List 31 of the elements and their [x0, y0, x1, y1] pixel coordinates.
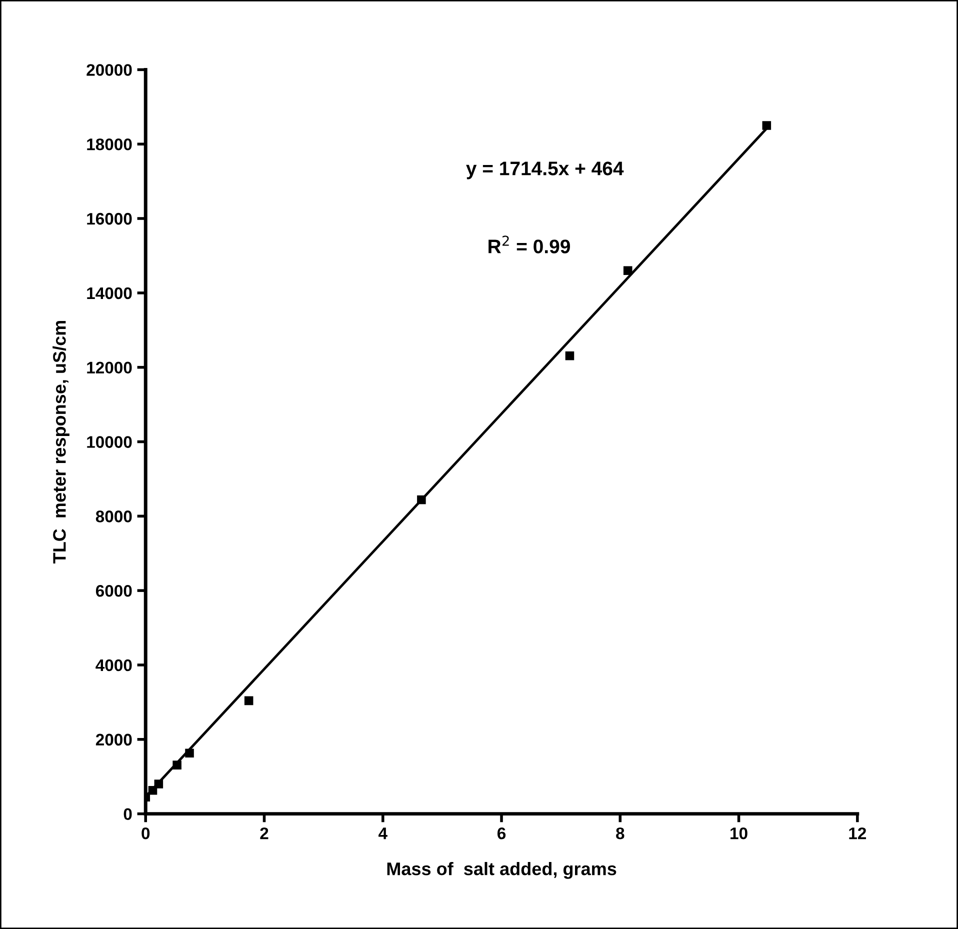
- y-tick-label: 8000: [96, 510, 132, 522]
- x-axis-title: Mass of salt added, grams: [387, 862, 616, 879]
- y-tick-label: 0: [124, 808, 132, 820]
- annotation: y = 1714.5x + 464: [466, 162, 624, 180]
- y-tick-label: 6000: [96, 584, 132, 597]
- point: [565, 351, 574, 360]
- point: [148, 786, 158, 795]
- y-tick-label: 20000: [86, 64, 132, 76]
- point: [417, 495, 426, 504]
- x-tick-label: 4: [378, 828, 388, 840]
- x-tick-label: 0: [142, 827, 150, 840]
- point: [172, 760, 182, 770]
- y-tick-label: 2000: [96, 734, 132, 746]
- point: [185, 748, 194, 758]
- x-tick-label: 10: [730, 827, 748, 840]
- y-axis-title: TLC meter response, uS/cm: [52, 320, 70, 564]
- x-tick-label: 2: [260, 827, 268, 840]
- y-tick-label: 16000: [87, 212, 132, 225]
- point: [244, 696, 254, 706]
- point: [762, 121, 772, 130]
- x-tick-label: 8: [616, 827, 624, 840]
- y-tick-label: 12000: [87, 362, 132, 374]
- x-tick-label: 6: [497, 827, 506, 840]
- y-tick-label: 4000: [96, 659, 132, 672]
- point: [623, 266, 632, 275]
- y-tick-label: 10000: [87, 436, 132, 448]
- y-tick-label: 18000: [87, 138, 132, 150]
- annotation: R$^{2}$ = 0.99: [488, 236, 570, 254]
- y-tick-label: 14000: [87, 287, 132, 300]
- point: [154, 780, 164, 788]
- x-tick-label: 12: [849, 827, 866, 840]
